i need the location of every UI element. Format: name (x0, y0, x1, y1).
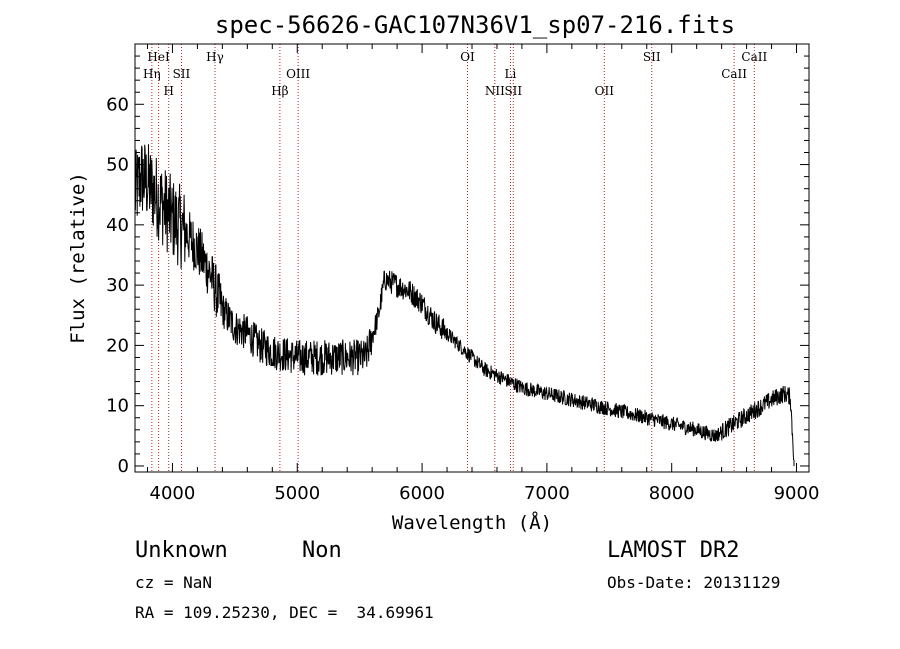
spectral-line-label: H (163, 84, 173, 98)
x-tick-label: 5000 (274, 483, 320, 504)
obs-date: Obs-Date: 20131129 (607, 573, 781, 592)
spectral-line-label: Hγ (206, 50, 224, 64)
spectral-line-label: SII (643, 50, 661, 64)
object-class: Unknown (135, 538, 228, 563)
x-tick-label: 8000 (649, 483, 695, 504)
coordinates: RA = 109.25230, DEC = 34.69961 (135, 603, 434, 622)
spectral-line-label: OIII (286, 67, 310, 81)
spectral-line-label: Hη (143, 67, 161, 81)
y-tick-label: 50 (106, 155, 129, 176)
y-axis-title: Flux (relative) (67, 172, 89, 344)
y-tick-label: 0 (118, 456, 129, 477)
redshift-readout: cz = NaN (135, 573, 213, 592)
spectral-line-label: OII (595, 84, 615, 98)
y-tick-label: 10 (106, 396, 129, 417)
spectral-line-label: Hβ (271, 84, 288, 98)
spectrum-line (134, 144, 795, 466)
x-tick-label: 7000 (524, 483, 570, 504)
x-tick-label: 6000 (399, 483, 445, 504)
spectrum-chart: spec-56626-GAC107N36V1_sp07-216.fits HηH… (67, 11, 820, 534)
spectral-line-label: SII (504, 84, 522, 98)
y-tick-label: 60 (106, 94, 129, 115)
survey-name: LAMOST DR2 (607, 538, 740, 563)
spectral-line-markers (151, 44, 755, 472)
object-subclass: Non (302, 538, 342, 563)
x-tick-label: 9000 (774, 483, 820, 504)
y-axis: 0 10 20 30 40 50 60 (106, 55, 809, 477)
plot-frame (134, 43, 810, 473)
spectral-line-label: CaII (721, 67, 747, 81)
x-axis-title: Wavelength (Å) (392, 511, 552, 534)
spectral-line-label: OI (460, 50, 475, 64)
spectral-line-label: SII (173, 67, 191, 81)
y-tick-label: 30 (106, 275, 129, 296)
spectral-line-label: Li (505, 67, 517, 81)
y-tick-label: 40 (106, 215, 129, 236)
spectral-line-label: NII (485, 84, 505, 98)
spectral-line-label: CaII (741, 50, 767, 64)
chart-title: spec-56626-GAC107N36V1_sp07-216.fits (215, 11, 735, 39)
x-axis: 4000 5000 6000 7000 8000 9000 (146, 44, 820, 504)
y-tick-label: 20 (106, 335, 129, 356)
spectral-line-label: HeI (147, 50, 170, 64)
x-tick-label: 4000 (150, 483, 196, 504)
